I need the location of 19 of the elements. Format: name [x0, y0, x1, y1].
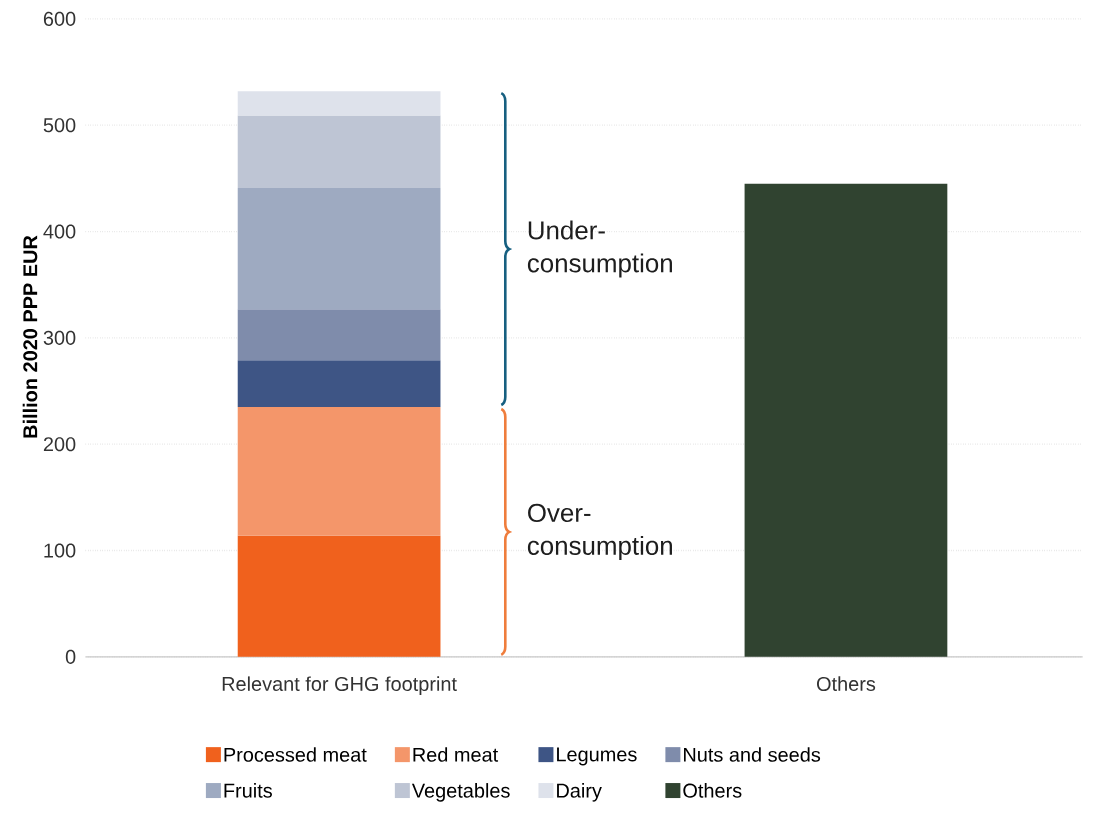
y-tick-label: 500: [43, 118, 76, 133]
annotation: Under-consumption: [527, 220, 672, 278]
y-tick-label: 100: [44, 543, 76, 558]
y-tick-label: 200: [43, 437, 76, 452]
y-tick-label: 300: [43, 330, 76, 345]
y-tick-label: 0: [65, 649, 76, 664]
legend-label: Red meat: [413, 747, 499, 762]
y-axis-title: Billion 2020 PPP EUR: [22, 235, 38, 438]
legend-label: Fruits: [224, 783, 272, 798]
legend-label: Legumes: [557, 747, 637, 766]
legend-label: Dairy: [557, 783, 602, 802]
annotation: Over-consumption: [527, 503, 672, 561]
y-tick-label: 400: [43, 224, 76, 239]
y-tick-label: 600: [43, 11, 76, 26]
legend-label: Processed meat: [224, 747, 367, 762]
x-tick-label: Relevant for GHG footprint: [222, 676, 457, 695]
legend-label: Nuts and seeds: [684, 747, 821, 762]
legend-label: Others: [683, 783, 742, 798]
legend-label: Vegetables: [411, 783, 510, 802]
